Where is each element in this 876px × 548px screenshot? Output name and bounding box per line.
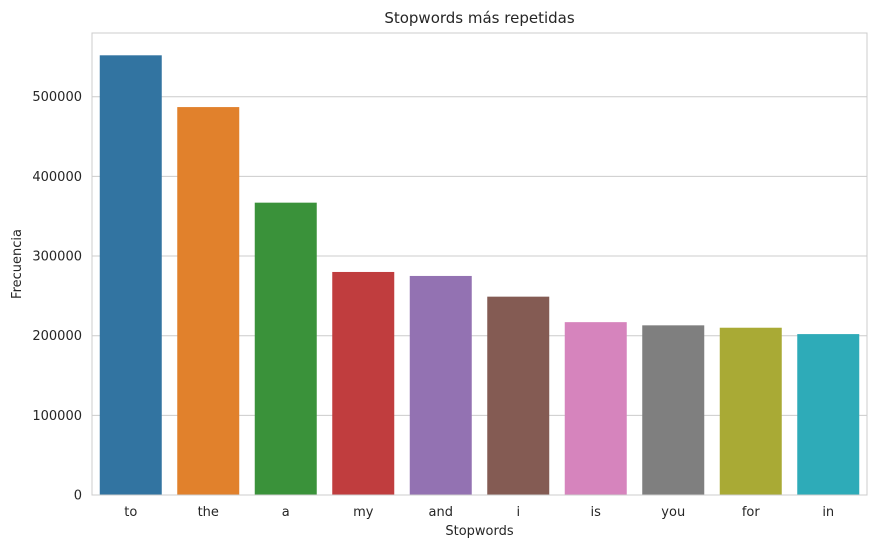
y-axis-title: Frecuencia	[10, 229, 25, 299]
bar-in	[797, 334, 860, 495]
chart-title: Stopwords más repetidas	[384, 9, 575, 27]
bar-for	[719, 327, 782, 495]
x-tick-labels: to the a my and i is you for in	[124, 505, 834, 520]
y-tick-labels: 0 100000 200000 300000 400000 500000	[32, 90, 82, 503]
x-tick-label: and	[429, 505, 453, 520]
x-tick-label: you	[661, 505, 685, 520]
y-tick-label: 200000	[32, 329, 82, 344]
bar-is	[564, 322, 627, 495]
y-tick-label: 100000	[32, 409, 82, 424]
bar-i	[487, 296, 550, 495]
bar-my	[332, 271, 395, 495]
x-tick-label: my	[353, 505, 374, 520]
bar-you	[642, 325, 705, 495]
x-tick-label: a	[282, 505, 290, 520]
y-tick-label: 300000	[32, 250, 82, 265]
y-tick-label: 400000	[32, 170, 82, 185]
bars	[99, 55, 860, 496]
bar-the	[177, 107, 240, 495]
y-tick-label: 500000	[32, 90, 82, 105]
bar-to	[99, 55, 162, 496]
x-tick-label: i	[516, 505, 520, 520]
x-axis-title: Stopwords	[445, 524, 514, 539]
x-tick-label: the	[198, 505, 219, 520]
y-tick-label: 0	[74, 489, 82, 504]
bar-and	[409, 275, 472, 495]
x-tick-label: in	[822, 505, 834, 520]
x-tick-label: is	[591, 505, 602, 520]
x-tick-label: to	[124, 505, 137, 520]
x-tick-label: for	[742, 505, 761, 520]
bar-a	[254, 202, 317, 495]
plot-frame	[91, 32, 868, 496]
